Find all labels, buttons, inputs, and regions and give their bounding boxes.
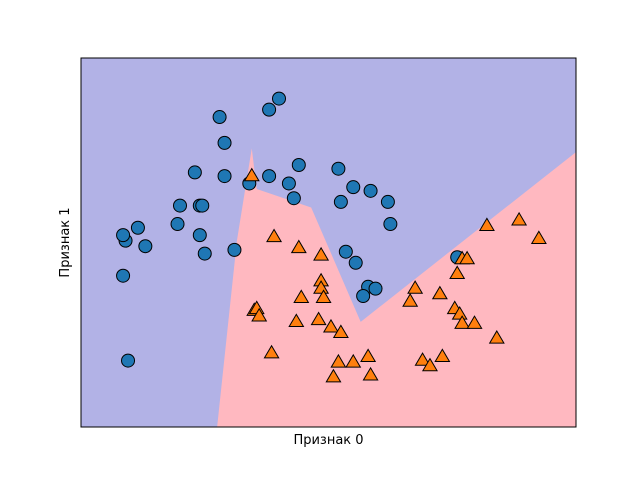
- class-0-circle-point: [338, 244, 353, 259]
- class-0-circle-point: [192, 228, 207, 243]
- class-0-circle-point: [363, 183, 378, 198]
- class-1-triangle-point: [313, 246, 330, 261]
- class-0-circle-point: [217, 169, 232, 184]
- class-0-circle-point: [291, 158, 306, 173]
- class-1-triangle-point: [310, 311, 327, 326]
- class-0-circle-point: [383, 217, 398, 232]
- class-1-triangle-point: [293, 289, 310, 303]
- class-1-triangle-point: [434, 348, 451, 363]
- class-0-circle-point: [272, 91, 286, 106]
- class-1-triangle-point: [325, 368, 342, 383]
- class-1-triangle-point: [451, 305, 468, 320]
- class-1-triangle-point: [288, 313, 305, 327]
- class-0-circle-point: [348, 255, 363, 270]
- class-1-triangle-point: [511, 211, 528, 226]
- class-1-triangle-point: [243, 167, 260, 182]
- class-1-triangle-point: [330, 353, 347, 368]
- class-1-triangle-point: [315, 289, 332, 303]
- class-0-circle-point: [346, 180, 361, 195]
- data-points: [116, 91, 547, 383]
- class-0-circle-point: [286, 191, 301, 206]
- class-0-circle-point: [380, 194, 395, 209]
- class-0-circle-point: [173, 198, 187, 213]
- class-1-triangle-point: [402, 293, 419, 307]
- class-1-triangle-point: [414, 352, 431, 366]
- class-0-circle-point: [262, 102, 277, 117]
- class-1-triangle-point: [421, 357, 438, 372]
- class-1-triangle-point: [290, 239, 307, 254]
- class-0-circle-point: [217, 135, 232, 150]
- class-0-circle-point: [197, 246, 212, 261]
- class-1-triangle-point: [530, 230, 547, 244]
- x-axis-label: Признак 0: [293, 433, 363, 448]
- class-1-triangle-point: [266, 228, 283, 243]
- class-1-triangle-point: [313, 280, 330, 294]
- class-1-triangle-point: [466, 315, 483, 329]
- class-0-circle-point: [187, 165, 202, 180]
- class-1-triangle-point: [251, 307, 268, 322]
- class-1-triangle-point: [454, 315, 471, 329]
- class-0-circle-point: [368, 281, 383, 296]
- class-1-triangle-point: [360, 348, 377, 363]
- class-1-triangle-point: [332, 324, 349, 339]
- class-1-triangle-point: [488, 329, 505, 344]
- plot-frame: [80, 57, 577, 428]
- class-0-circle-point: [262, 169, 277, 184]
- class-1-triangle-point: [322, 318, 339, 333]
- class-1-triangle-point: [449, 265, 466, 280]
- class-1-triangle-point: [362, 366, 379, 381]
- class-1-triangle-point: [345, 353, 362, 368]
- class-0-circle-point: [227, 242, 242, 257]
- decision-region-class-1: [217, 148, 576, 427]
- class-0-circle-point: [138, 239, 153, 254]
- class-0-circle-point: [212, 110, 227, 125]
- class-0-circle-point: [170, 217, 185, 232]
- class-0-circle-point: [121, 353, 136, 368]
- class-0-circle-point: [356, 289, 371, 304]
- class-0-circle-point: [333, 194, 348, 209]
- class-0-circle-point: [331, 161, 346, 176]
- class-0-circle-point: [116, 268, 131, 283]
- class-0-circle-point: [195, 198, 210, 213]
- class-0-circle-point: [116, 228, 131, 243]
- class-1-triangle-point: [407, 280, 424, 294]
- class-1-triangle-point: [459, 250, 476, 265]
- class-1-triangle-point: [431, 285, 448, 300]
- class-1-triangle-point: [478, 217, 495, 232]
- class-1-triangle-point: [263, 344, 280, 359]
- class-0-circle-point: [281, 176, 296, 191]
- class-0-circle-point: [130, 220, 145, 235]
- y-axis-label: Признак 1: [58, 207, 73, 277]
